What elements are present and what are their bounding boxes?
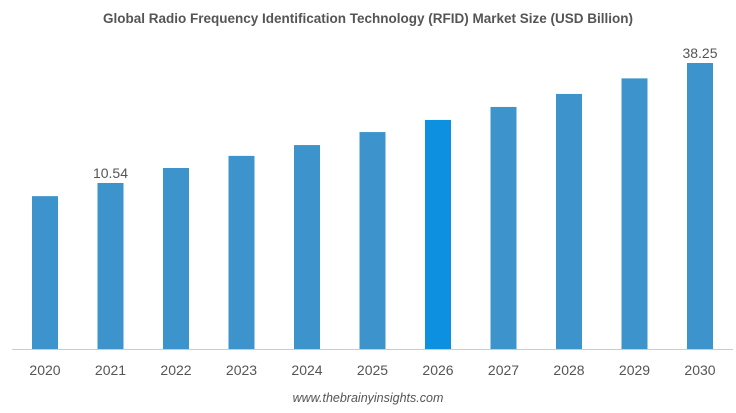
data-label-2030: 38.25 <box>682 45 717 61</box>
x-tick-label-2023: 2023 <box>226 362 257 378</box>
chart-title: Global Radio Frequency Identification Te… <box>102 11 634 26</box>
x-tick-label-2030: 2030 <box>684 362 715 378</box>
x-tick-label-2024: 2024 <box>291 362 322 378</box>
bar-2026 <box>425 119 451 350</box>
bar-2028 <box>556 93 582 350</box>
x-tick-label-2020: 2020 <box>29 362 60 378</box>
x-tick-label-2026: 2026 <box>422 362 453 378</box>
data-label-2021: 10.54 <box>93 165 128 181</box>
bar-2027 <box>490 106 517 349</box>
x-tick-label-2025: 2025 <box>357 362 388 378</box>
x-tick-label-2027: 2027 <box>488 362 519 378</box>
bar-2023 <box>228 155 255 349</box>
bar-2020 <box>32 196 58 349</box>
bar-2025 <box>359 132 386 349</box>
bar-2029 <box>621 78 648 349</box>
bar-2030 <box>687 63 713 349</box>
x-tick-label-2029: 2029 <box>619 362 650 378</box>
bar-2022 <box>163 168 189 349</box>
x-tick-label-2022: 2022 <box>160 362 191 378</box>
bar-2021 <box>97 182 124 349</box>
bar-2024 <box>294 145 320 349</box>
x-tick-label-2021: 2021 <box>95 362 126 378</box>
source-footer: www.thebrainyinsights.com <box>292 391 444 405</box>
x-tick-label-2028: 2028 <box>553 362 584 378</box>
